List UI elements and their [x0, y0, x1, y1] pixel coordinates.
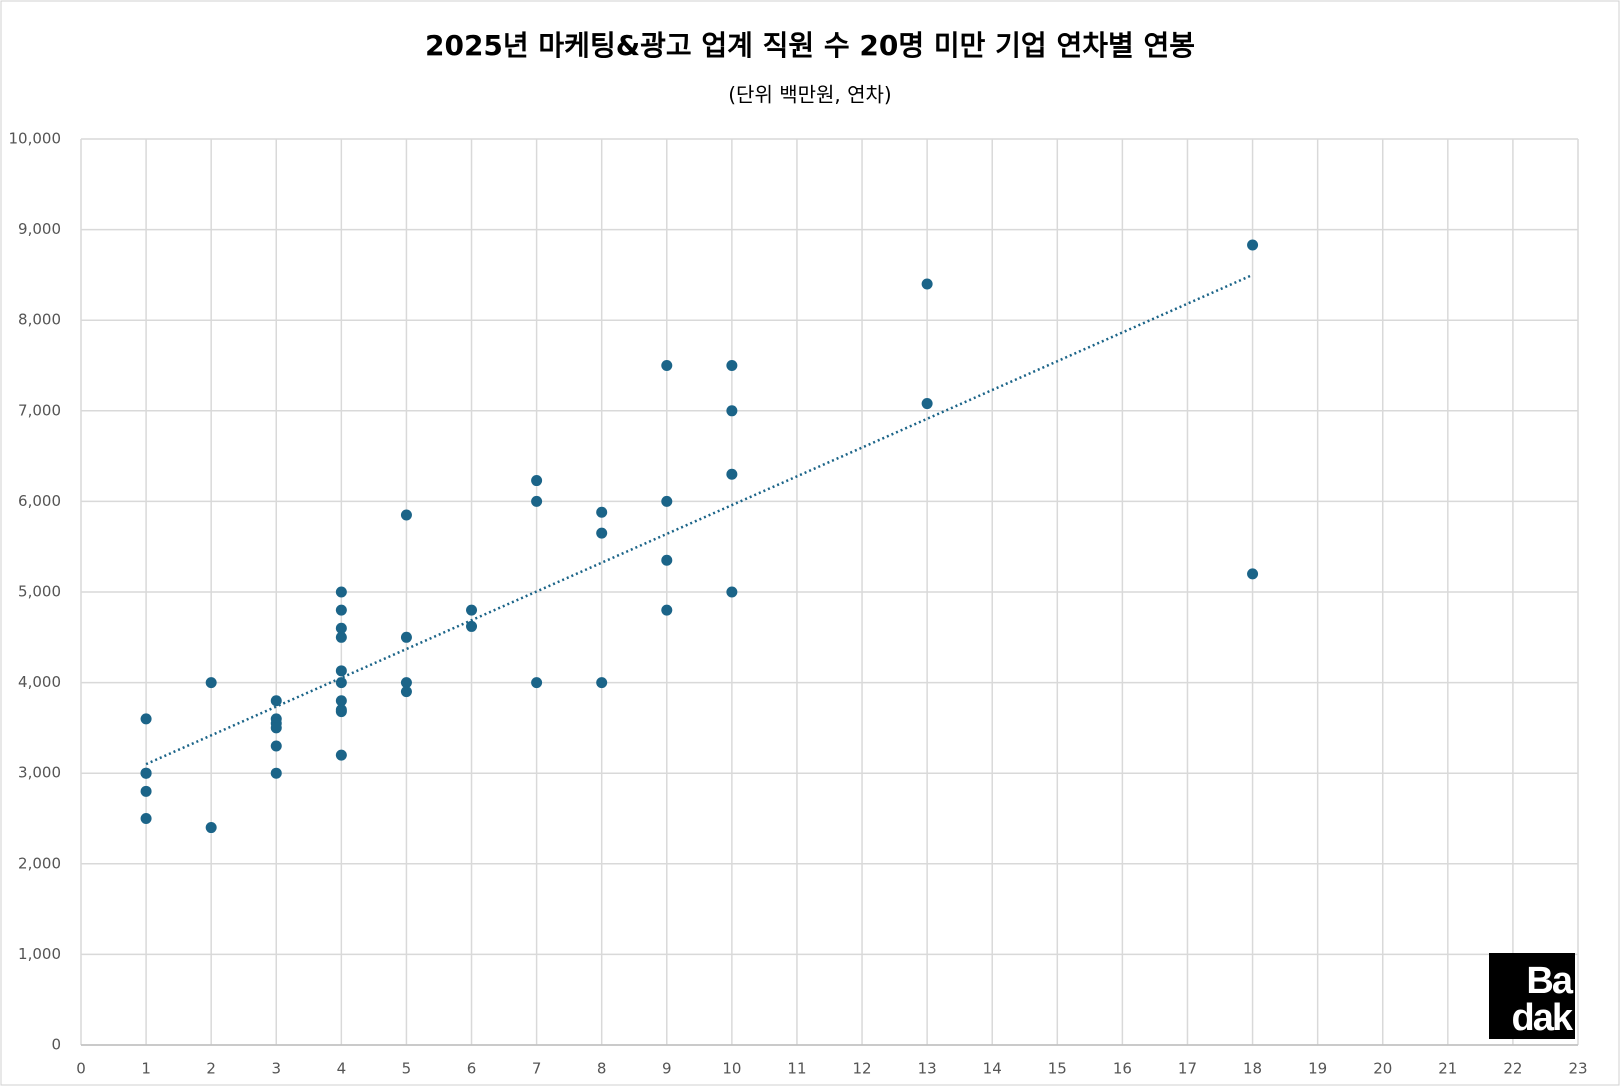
data-point: [596, 527, 608, 539]
y-tick-label: 10,000: [9, 130, 62, 148]
data-point: [531, 495, 543, 507]
data-point: [335, 665, 347, 677]
data-point: [400, 509, 412, 521]
data-point: [726, 405, 738, 417]
x-tick-label: 0: [76, 1060, 86, 1078]
data-point: [726, 360, 738, 371]
data-point: [921, 398, 933, 410]
data-point: [205, 677, 217, 689]
data-point: [661, 604, 673, 616]
x-tick-label: 19: [1308, 1060, 1327, 1078]
data-point: [335, 749, 347, 761]
data-point: [140, 713, 152, 725]
y-tick-label: 0: [51, 1036, 61, 1054]
data-point: [726, 586, 738, 598]
x-tick-label: 3: [271, 1060, 281, 1078]
data-point: [270, 740, 282, 752]
data-point: [661, 495, 673, 507]
x-tick-label: 18: [1243, 1060, 1262, 1078]
y-tick-label: 8,000: [18, 311, 61, 329]
data-point: [596, 677, 608, 689]
data-point: [140, 813, 152, 824]
data-point: [531, 677, 543, 689]
data-point: [1247, 239, 1259, 251]
data-point: [466, 620, 478, 632]
data-point: [270, 695, 282, 707]
data-point: [596, 506, 608, 518]
x-tick-label: 5: [402, 1060, 412, 1078]
data-point: [205, 822, 217, 834]
data-point: [400, 677, 412, 689]
x-tick-label: 4: [337, 1060, 347, 1078]
data-point: [140, 767, 152, 779]
data-point: [335, 677, 347, 689]
data-point: [335, 586, 347, 598]
data-point: [661, 554, 673, 566]
x-tick-label: 8: [597, 1060, 607, 1078]
chart-subtitle: (단위 백만원, 연차): [728, 83, 891, 107]
chart-title: 2025년 마케팅&광고 업계 직원 수 20명 미만 기업 연차별 연봉: [425, 29, 1195, 62]
x-tick-label: 14: [983, 1060, 1002, 1078]
y-tick-label: 4,000: [18, 673, 61, 691]
x-tick-label: 10: [722, 1060, 741, 1078]
y-tick-label: 7,000: [18, 401, 61, 419]
data-point: [335, 604, 347, 616]
x-tick-label: 21: [1438, 1060, 1457, 1078]
y-tick-label: 3,000: [18, 764, 61, 782]
data-point: [140, 785, 152, 797]
data-point: [335, 631, 347, 643]
logo-text: dak: [1512, 997, 1574, 1039]
x-tick-label: 6: [467, 1060, 477, 1078]
data-point: [335, 695, 347, 707]
y-tick-label: 5,000: [18, 583, 61, 601]
x-tick-label: 1: [141, 1060, 151, 1078]
y-tick-label: 2,000: [18, 854, 61, 872]
y-tick-label: 6,000: [18, 492, 61, 510]
y-tick-label: 1,000: [18, 945, 61, 963]
data-point: [1247, 568, 1259, 580]
x-tick-label: 17: [1178, 1060, 1197, 1078]
data-point: [921, 278, 933, 290]
x-tick-label: 23: [1568, 1060, 1587, 1078]
x-tick-label: 22: [1503, 1060, 1522, 1078]
data-point: [335, 706, 347, 718]
x-tick-label: 16: [1113, 1060, 1132, 1078]
x-tick-label: 2: [206, 1060, 216, 1078]
logo-box: [1489, 953, 1575, 1039]
x-tick-label: 13: [918, 1060, 937, 1078]
data-point: [270, 722, 282, 734]
x-tick-label: 20: [1373, 1060, 1392, 1078]
data-point: [400, 631, 412, 643]
trendline: [145, 273, 1254, 766]
x-tick-label: 11: [787, 1060, 806, 1078]
logo-text: Ba: [1526, 960, 1573, 1002]
data-point: [466, 604, 478, 616]
x-tick-label: 15: [1048, 1060, 1067, 1078]
y-tick-label: 9,000: [18, 220, 61, 238]
data-point: [661, 360, 673, 371]
x-tick-label: 9: [662, 1060, 672, 1078]
x-tick-label: 7: [532, 1060, 542, 1078]
data-point: [270, 767, 282, 779]
data-point: [400, 686, 412, 698]
x-tick-label: 12: [852, 1060, 871, 1078]
data-point: [335, 622, 347, 634]
data-point: [726, 468, 738, 480]
data-point: [531, 475, 543, 487]
